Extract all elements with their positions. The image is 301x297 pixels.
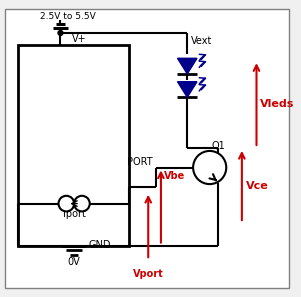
Text: Q1: Q1 [212,141,225,151]
Text: Iport: Iport [63,209,85,219]
Text: Vport: Vport [133,269,164,279]
Bar [17,45,129,246]
Text: Vleds: Vleds [260,99,295,109]
Text: PORT: PORT [128,157,153,167]
Text: 0V: 0V [68,257,80,267]
Circle shape [193,151,226,184]
Circle shape [58,31,63,35]
Circle shape [58,196,74,211]
Text: Vce: Vce [246,181,268,191]
Text: V+: V+ [72,34,87,44]
Polygon shape [178,58,197,74]
Circle shape [74,196,90,211]
Text: GND: GND [89,240,111,249]
Text: Vext: Vext [191,36,213,46]
Polygon shape [178,82,197,97]
Text: Vbe: Vbe [164,171,185,181]
Text: 2.5V to 5.5V: 2.5V to 5.5V [40,12,96,21]
